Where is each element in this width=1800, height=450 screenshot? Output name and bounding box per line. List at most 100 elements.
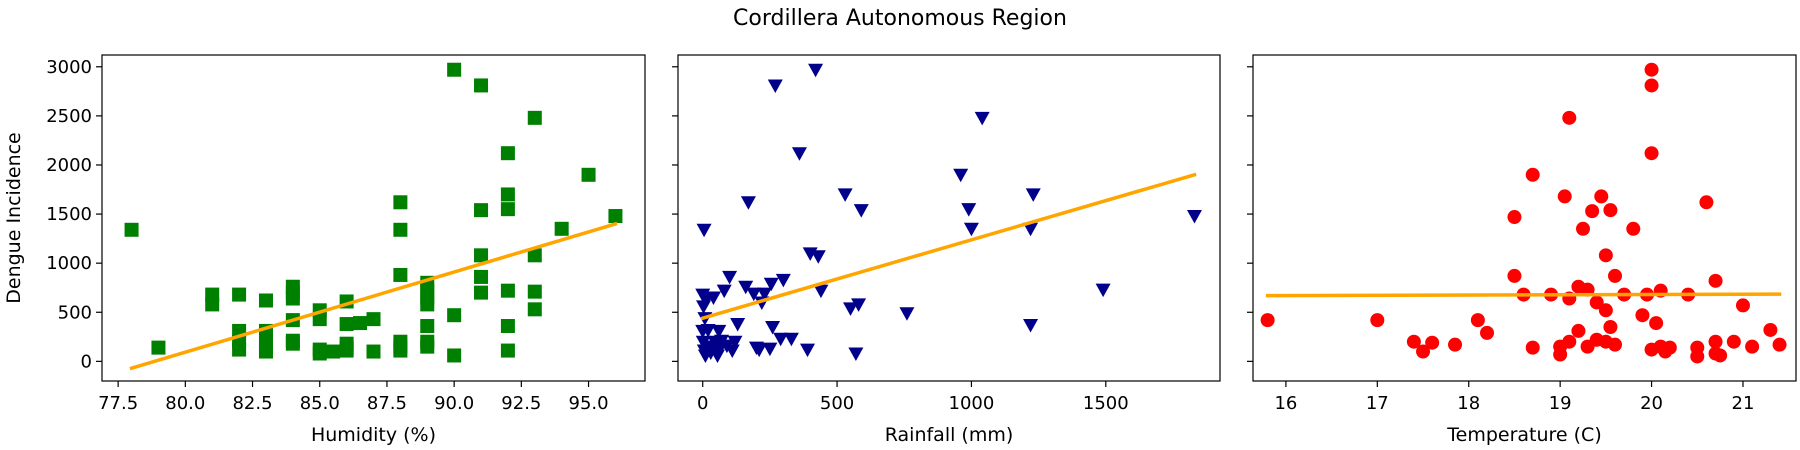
data-point xyxy=(1735,298,1750,313)
data-point xyxy=(1603,203,1618,218)
data-point xyxy=(232,287,247,302)
data-point xyxy=(420,334,435,349)
x-tick-label: 82.5 xyxy=(232,393,272,414)
data-point xyxy=(727,335,743,350)
data-point xyxy=(447,348,462,363)
data-point xyxy=(843,302,859,316)
data-point xyxy=(500,146,515,161)
y-tick-label: 2000 xyxy=(46,155,92,176)
x-tick-label: 92.5 xyxy=(501,393,541,414)
data-point xyxy=(724,344,740,359)
data-point xyxy=(722,270,738,285)
data-point xyxy=(1023,222,1039,237)
data-point xyxy=(767,79,783,93)
data-point xyxy=(853,204,869,218)
data-point xyxy=(783,332,799,347)
data-point xyxy=(1571,323,1586,338)
y-tick-label: 500 xyxy=(58,302,92,323)
y-tick-label: 2500 xyxy=(46,106,92,127)
data-point xyxy=(1608,268,1622,283)
data-point xyxy=(711,324,727,339)
data-point xyxy=(1763,322,1778,337)
data-point xyxy=(1713,348,1728,363)
data-point xyxy=(775,273,791,288)
data-point xyxy=(696,300,712,314)
data-point xyxy=(1416,344,1431,359)
x-tick-label: 17 xyxy=(1366,393,1389,414)
y-tick-label: 1500 xyxy=(46,204,92,225)
x-tick-label: 80.0 xyxy=(165,393,205,414)
data-point xyxy=(696,223,712,238)
data-point xyxy=(339,336,354,351)
data-point xyxy=(353,316,368,331)
data-point xyxy=(1708,334,1723,349)
x-tick-label: 87.5 xyxy=(367,393,407,414)
data-point xyxy=(1644,62,1659,77)
data-point xyxy=(1644,146,1659,161)
data-point xyxy=(420,319,435,334)
data-point xyxy=(151,340,166,355)
data-point xyxy=(953,168,969,183)
data-point xyxy=(500,202,515,217)
data-point xyxy=(1690,340,1705,355)
data-point xyxy=(1562,334,1577,349)
data-point xyxy=(1644,78,1659,93)
data-point xyxy=(813,284,829,299)
data-point xyxy=(1425,335,1440,350)
data-point xyxy=(899,307,915,321)
data-point xyxy=(1626,221,1641,236)
data-point xyxy=(1562,110,1577,125)
data-point xyxy=(474,285,489,300)
x-tick-label: 21 xyxy=(1732,393,1755,414)
data-point xyxy=(258,293,273,308)
data-point xyxy=(339,317,354,332)
data-point xyxy=(740,196,756,210)
data-point xyxy=(974,111,990,126)
data-point xyxy=(808,63,824,78)
data-point xyxy=(705,291,721,306)
data-point xyxy=(837,188,853,202)
data-point xyxy=(851,298,867,312)
y-tick-label: 3000 xyxy=(46,57,92,78)
data-point xyxy=(791,147,807,161)
data-point xyxy=(1608,337,1622,352)
data-point xyxy=(1406,334,1421,349)
data-point xyxy=(773,332,789,347)
data-point xyxy=(527,284,542,299)
y-tick-label: 1000 xyxy=(46,253,92,274)
x-tick-label: 0 xyxy=(697,393,708,414)
x-tick-label: 500 xyxy=(820,393,854,414)
x-tick-label: 85.0 xyxy=(300,393,340,414)
data-point xyxy=(1470,313,1485,328)
data-point xyxy=(848,347,864,362)
data-point xyxy=(1603,319,1618,334)
data-point xyxy=(963,222,979,237)
data-point xyxy=(1594,189,1609,204)
data-point xyxy=(1025,188,1041,202)
x-tick-label: 95.0 xyxy=(569,393,609,414)
data-point xyxy=(474,78,489,93)
data-point xyxy=(961,203,977,217)
data-point xyxy=(581,167,596,182)
x-tick-label: 1000 xyxy=(949,393,995,414)
axes-frame xyxy=(677,54,1221,382)
data-point xyxy=(447,308,462,323)
x-axis-label: Rainfall (mm) xyxy=(885,424,1014,446)
data-point xyxy=(1662,340,1677,355)
data-point xyxy=(1095,283,1111,298)
x-tick-label: 16 xyxy=(1274,393,1297,414)
data-point xyxy=(500,319,515,334)
data-point xyxy=(1699,195,1714,210)
data-point xyxy=(474,203,489,218)
axes-frame xyxy=(101,54,646,382)
data-point xyxy=(474,248,489,263)
data-point xyxy=(1480,325,1495,340)
data-point xyxy=(763,277,779,292)
trend-line xyxy=(700,172,1197,321)
trend-line xyxy=(1265,292,1782,298)
data-point xyxy=(500,187,515,202)
trend-line xyxy=(129,221,618,371)
data-point xyxy=(527,302,542,317)
data-point xyxy=(765,320,781,335)
data-point xyxy=(1585,204,1600,219)
